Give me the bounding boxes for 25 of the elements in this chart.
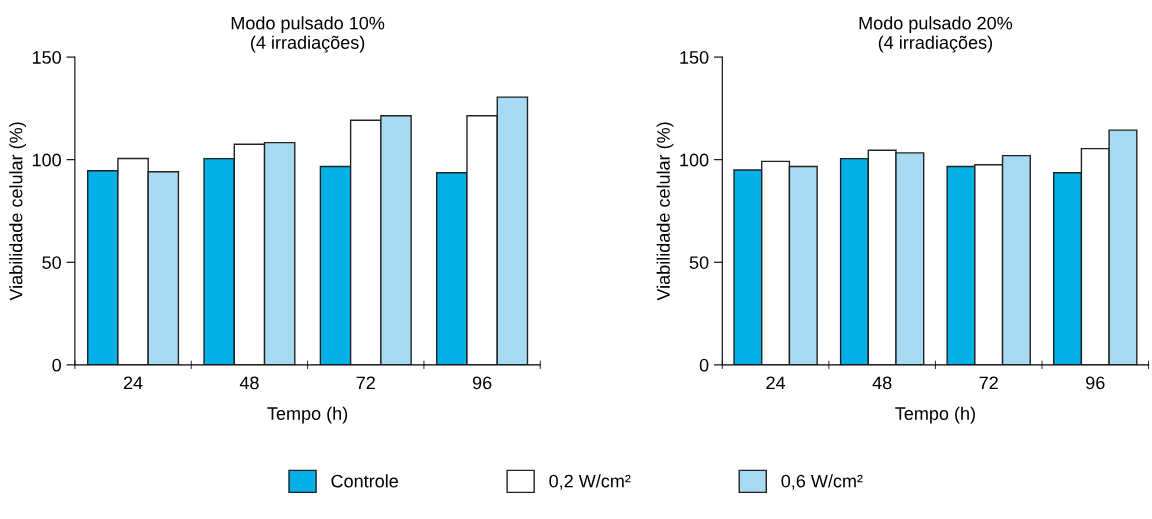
y-tick-label: 100 — [680, 153, 709, 167]
y-tick-label: 150 — [680, 51, 709, 64]
x-tick-label: 96 — [1086, 376, 1105, 390]
x-tick-label: 48 — [872, 376, 892, 390]
y-tick-label: 150 — [32, 51, 61, 64]
x-tick-label: 24 — [766, 376, 786, 390]
chart-title: Modo pulsado 20% (4 irradiações) — [859, 16, 1013, 53]
x-axis-title: Tempo (h) — [895, 406, 975, 424]
y-tick-label: 50 — [689, 256, 709, 269]
x-axis-title: Tempo (h) — [267, 406, 348, 424]
y-axis-title: Viabilidade celular (%) — [9, 122, 26, 301]
x-tick-label: 72 — [979, 376, 998, 390]
y-tick-label: 50 — [42, 256, 61, 269]
legend-label: Controle — [331, 474, 398, 488]
x-tick-label: 48 — [239, 376, 259, 390]
y-tick-label: 0 — [52, 358, 61, 372]
y-tick-label: 0 — [699, 358, 709, 372]
legend-label: 0,2 W/cm² — [549, 474, 631, 490]
y-tick-label: 100 — [32, 153, 61, 167]
x-tick-label: 96 — [472, 376, 492, 390]
chart-title: Modo pulsado 10% (4 irradiações) — [231, 16, 385, 53]
x-tick-label: 24 — [123, 376, 143, 390]
x-tick-label: 72 — [356, 376, 375, 390]
y-axis-title: Viabilidade celular (%) — [656, 122, 674, 301]
legend-label: 0,6 W/cm² — [781, 474, 863, 490]
